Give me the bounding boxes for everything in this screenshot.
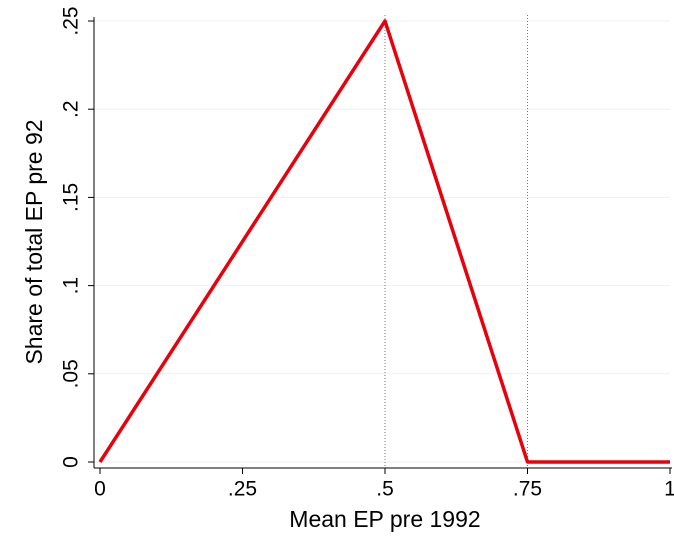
y-axis-title: Share of total EP pre 92 <box>21 119 47 364</box>
x-tick-label: 0 <box>94 478 106 501</box>
x-axis-title: Mean EP pre 1992 <box>289 506 480 532</box>
y-tick-label: .1 <box>60 277 83 295</box>
y-tick-label: .05 <box>60 359 83 388</box>
y-tick-label: .15 <box>60 183 83 212</box>
x-tick-label: 1 <box>664 478 674 501</box>
y-tick-label: .25 <box>60 6 83 35</box>
data-line <box>98 19 670 464</box>
y-tick-label: 0 <box>60 456 83 468</box>
y-tick-label: .2 <box>60 100 83 118</box>
x-tick-label: .75 <box>513 478 542 501</box>
x-tick-label: .25 <box>228 478 257 501</box>
x-tick-label: .5 <box>376 478 394 501</box>
